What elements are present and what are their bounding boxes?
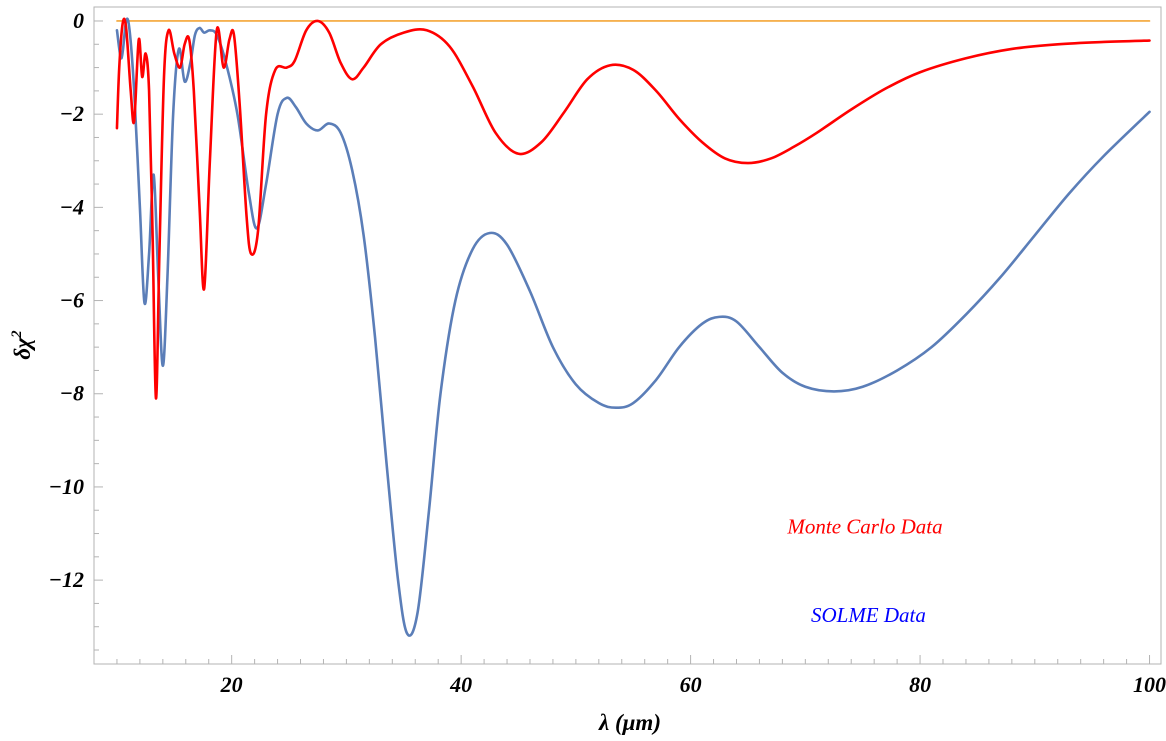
series-layer (115, 17, 1151, 637)
x-tick-label: 20 (220, 672, 243, 697)
series-line (115, 17, 1151, 637)
x-tick-label: 100 (1133, 672, 1166, 697)
y-axis-title-sup: 2 (9, 330, 25, 339)
y-tick-label: −6 (60, 288, 84, 313)
tick-labels: 20 40 60 80 100 0 −2 −4 −6 −8 −10 −12 (49, 8, 1166, 697)
x-axis-title: λ (μm) (598, 710, 661, 735)
plot-frame (93, 6, 1162, 665)
annotations: Monte Carlo Data SOLME Data (786, 515, 942, 628)
ticks (94, 20, 1151, 664)
series-line (115, 17, 1151, 400)
y-tick-label: −2 (60, 101, 84, 126)
x-tick-label: 80 (909, 672, 931, 697)
x-tick-label: 60 (680, 672, 702, 697)
y-tick-label: −12 (49, 567, 84, 592)
annotation-label: SOLME Data (811, 603, 926, 627)
y-tick-label: 0 (73, 8, 84, 33)
annotation-label: Monte Carlo Data (786, 515, 942, 539)
y-axis-title: δχ2 (9, 330, 35, 360)
x-tick-label: 40 (449, 672, 472, 697)
y-axis-title-base: δχ (10, 337, 35, 360)
y-tick-label: −4 (60, 194, 84, 219)
y-tick-label: −10 (49, 474, 84, 499)
y-tick-label: −8 (60, 381, 84, 406)
